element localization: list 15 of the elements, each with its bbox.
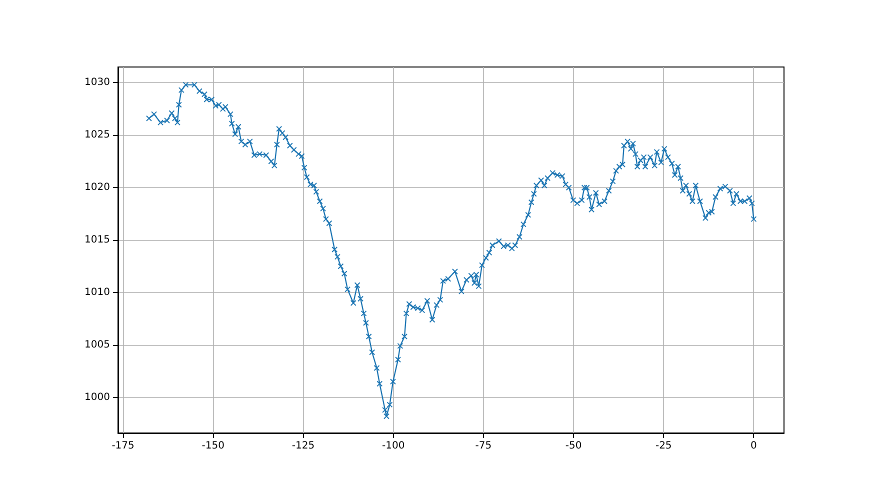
y-tick-label: 1010 bbox=[84, 286, 110, 298]
y-tick-label: 1000 bbox=[84, 392, 110, 403]
x-tick-label: -25 bbox=[655, 440, 672, 452]
x-tick-label: 0 bbox=[750, 440, 757, 452]
x-tick-label: -50 bbox=[565, 440, 582, 452]
y-tick-label: 1020 bbox=[84, 182, 110, 194]
x-tick-label: -100 bbox=[382, 440, 405, 452]
y-tick-label: 1025 bbox=[84, 130, 110, 141]
x-tick-label: -150 bbox=[202, 440, 224, 452]
x-tick-label: -75 bbox=[475, 440, 492, 452]
x-tick-label: -175 bbox=[112, 440, 134, 452]
y-tick-label: 1015 bbox=[84, 234, 110, 246]
y-tick-label: 1005 bbox=[84, 339, 110, 350]
y-tick-label: 1030 bbox=[84, 77, 110, 88]
x-tick-label: -125 bbox=[292, 440, 315, 452]
